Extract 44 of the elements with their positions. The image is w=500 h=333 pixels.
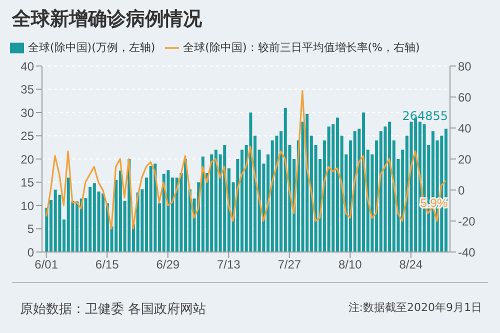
y2-tick-label: -40 [458,245,476,260]
bar [384,126,387,252]
legend-label: 全球(除中国)：较前三日平均值增长率(%，右轴) [183,41,420,54]
x-tick-label: 7/27 [278,258,302,272]
y-tick-label: 5 [27,222,34,236]
x-tick-label: 8/24 [399,258,423,272]
y2-tick-label: 60 [458,90,472,104]
x-tick-label: 8/10 [338,258,362,272]
y-tick-label: 30 [20,106,34,120]
bar [166,170,170,252]
y-tick-label: 0 [27,245,34,260]
annotation: 264855 [402,109,448,123]
y2-tick-label: 40 [458,121,472,136]
y2-tick-label: 80 [458,59,472,74]
y2-tick-label: 0 [458,183,465,198]
text: 注:数据截至2020年9月1日 [348,300,482,315]
y-tick-label: 40 [20,59,34,74]
y-tick-label: 15 [20,176,34,190]
bar [66,178,70,252]
chart-title: 全球新增确诊病例情况 [12,7,202,32]
bar [327,126,330,252]
bar [410,122,413,252]
x-tick-label: 6/29 [156,258,180,272]
y-tick-label: 10 [20,198,34,213]
x-tick-label: 6/15 [95,258,120,272]
text: 原始数据：卫健委 各国政府网站 [20,301,206,318]
bar [353,131,356,252]
bar [249,112,252,252]
x-tick-label: 6/01 [34,258,58,272]
bar [102,193,105,252]
x-tick-label: 7/13 [216,258,241,272]
bar [223,145,226,252]
y2-tick-label: 20 [458,152,472,166]
bar [149,166,152,252]
bar [270,140,274,252]
line-series [46,90,446,230]
bar [154,164,157,252]
legend-label: 全球(除中国)(万例，左轴) [28,41,156,54]
bar [54,190,57,252]
y-tick-label: 35 [20,82,34,97]
y-tick-label: 20 [20,152,34,166]
y2-tick-label: -20 [458,214,476,228]
y-tick-label: 25 [20,129,34,144]
bar [284,108,287,252]
